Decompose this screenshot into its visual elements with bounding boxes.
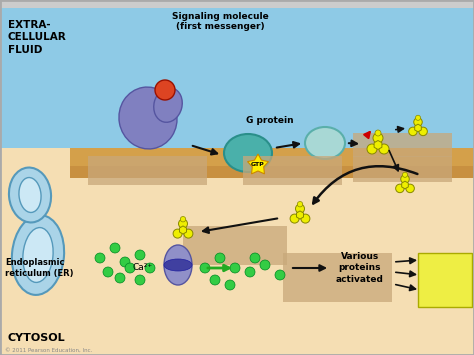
Circle shape [409,127,417,136]
Ellipse shape [12,215,64,295]
Polygon shape [401,181,408,189]
Polygon shape [374,141,382,149]
FancyBboxPatch shape [0,0,474,8]
Circle shape [200,263,210,273]
Ellipse shape [154,88,182,122]
Circle shape [414,118,422,126]
FancyBboxPatch shape [353,156,452,182]
FancyBboxPatch shape [0,166,474,178]
Ellipse shape [224,134,272,172]
Ellipse shape [9,168,51,223]
FancyBboxPatch shape [0,175,474,355]
Circle shape [375,130,381,136]
Circle shape [125,263,135,273]
Circle shape [275,270,285,280]
Polygon shape [180,226,186,234]
Circle shape [120,257,130,267]
Circle shape [210,275,220,285]
Polygon shape [297,211,303,219]
FancyBboxPatch shape [0,8,474,155]
Circle shape [184,229,193,238]
Text: Ca²⁺: Ca²⁺ [133,263,153,273]
Circle shape [180,217,186,222]
Circle shape [367,144,377,154]
Circle shape [419,127,428,136]
FancyBboxPatch shape [88,156,207,185]
Circle shape [379,144,389,154]
Circle shape [155,80,175,100]
Circle shape [406,184,414,193]
Ellipse shape [23,228,53,283]
Text: © 2011 Pearson Education, Inc.: © 2011 Pearson Education, Inc. [5,348,92,353]
Circle shape [290,214,299,223]
Circle shape [401,175,409,183]
FancyBboxPatch shape [353,133,452,157]
Polygon shape [247,154,268,174]
Text: Various
proteins
activated: Various proteins activated [336,252,384,284]
Circle shape [135,250,145,260]
FancyBboxPatch shape [418,253,472,307]
Text: G protein: G protein [246,116,294,125]
Circle shape [295,204,304,213]
Circle shape [115,273,125,283]
Circle shape [179,219,188,228]
Text: GTP: GTP [251,163,265,168]
Circle shape [95,253,105,263]
Circle shape [301,214,310,223]
FancyBboxPatch shape [283,253,392,302]
Circle shape [173,229,182,238]
Text: CYTOSOL: CYTOSOL [8,333,65,343]
Ellipse shape [164,245,192,285]
Circle shape [250,253,260,263]
Circle shape [230,263,240,273]
FancyBboxPatch shape [0,148,70,178]
Circle shape [245,267,255,277]
Circle shape [225,280,235,290]
Circle shape [396,184,404,193]
Circle shape [145,263,155,273]
Circle shape [402,172,408,178]
FancyBboxPatch shape [183,226,287,265]
Polygon shape [415,124,421,132]
Ellipse shape [305,127,345,159]
Circle shape [415,115,420,120]
FancyBboxPatch shape [0,148,474,166]
Circle shape [110,243,120,253]
FancyBboxPatch shape [243,156,342,185]
Ellipse shape [19,178,41,212]
Ellipse shape [164,259,192,271]
Text: Signaling molecule
(first messenger): Signaling molecule (first messenger) [172,12,268,31]
Ellipse shape [119,87,177,149]
Text: EXTRA-
CELLULAR
FLUID: EXTRA- CELLULAR FLUID [8,20,67,55]
Circle shape [135,275,145,285]
Circle shape [103,267,113,277]
Circle shape [373,133,383,143]
Circle shape [215,253,225,263]
Text: Endoplasmic
reticulum (ER): Endoplasmic reticulum (ER) [5,258,73,278]
Circle shape [297,202,303,207]
Circle shape [260,260,270,270]
